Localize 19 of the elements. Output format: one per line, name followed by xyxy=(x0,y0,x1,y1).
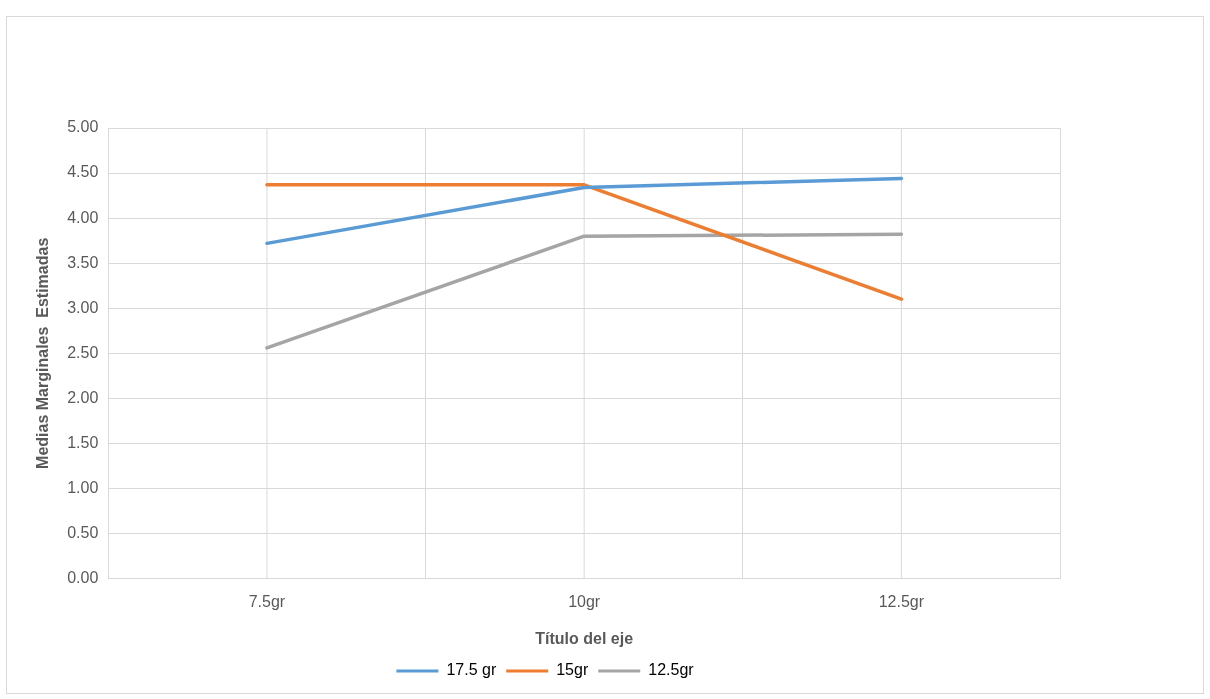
y-tick-label: 3.50 xyxy=(67,253,99,271)
y-axis-title: Medias Marginales Estimadas xyxy=(34,237,52,469)
x-tick-label: 7.5gr xyxy=(248,592,286,610)
y-tick-label: 4.00 xyxy=(67,208,99,226)
y-tick-label: 0.50 xyxy=(67,523,99,541)
legend-label: 17.5 gr xyxy=(446,661,497,679)
y-tick-label: 2.00 xyxy=(67,388,99,406)
y-tick-label: 1.50 xyxy=(67,433,99,451)
x-axis-title: Título del eje xyxy=(535,629,634,647)
y-tick-label: 0.00 xyxy=(67,569,99,587)
legend-label: 12.5gr xyxy=(648,661,695,679)
y-tick-label: 2.50 xyxy=(67,343,99,361)
y-tick-label: 3.00 xyxy=(67,298,99,316)
x-tick-label: 10gr xyxy=(568,592,601,610)
legend-label: 15gr xyxy=(556,661,589,679)
y-tick-label: 4.50 xyxy=(67,163,99,181)
x-tick-label: 12.5gr xyxy=(878,592,925,610)
y-tick-label: 1.00 xyxy=(67,478,99,496)
y-tick-label: 5.00 xyxy=(67,118,99,136)
